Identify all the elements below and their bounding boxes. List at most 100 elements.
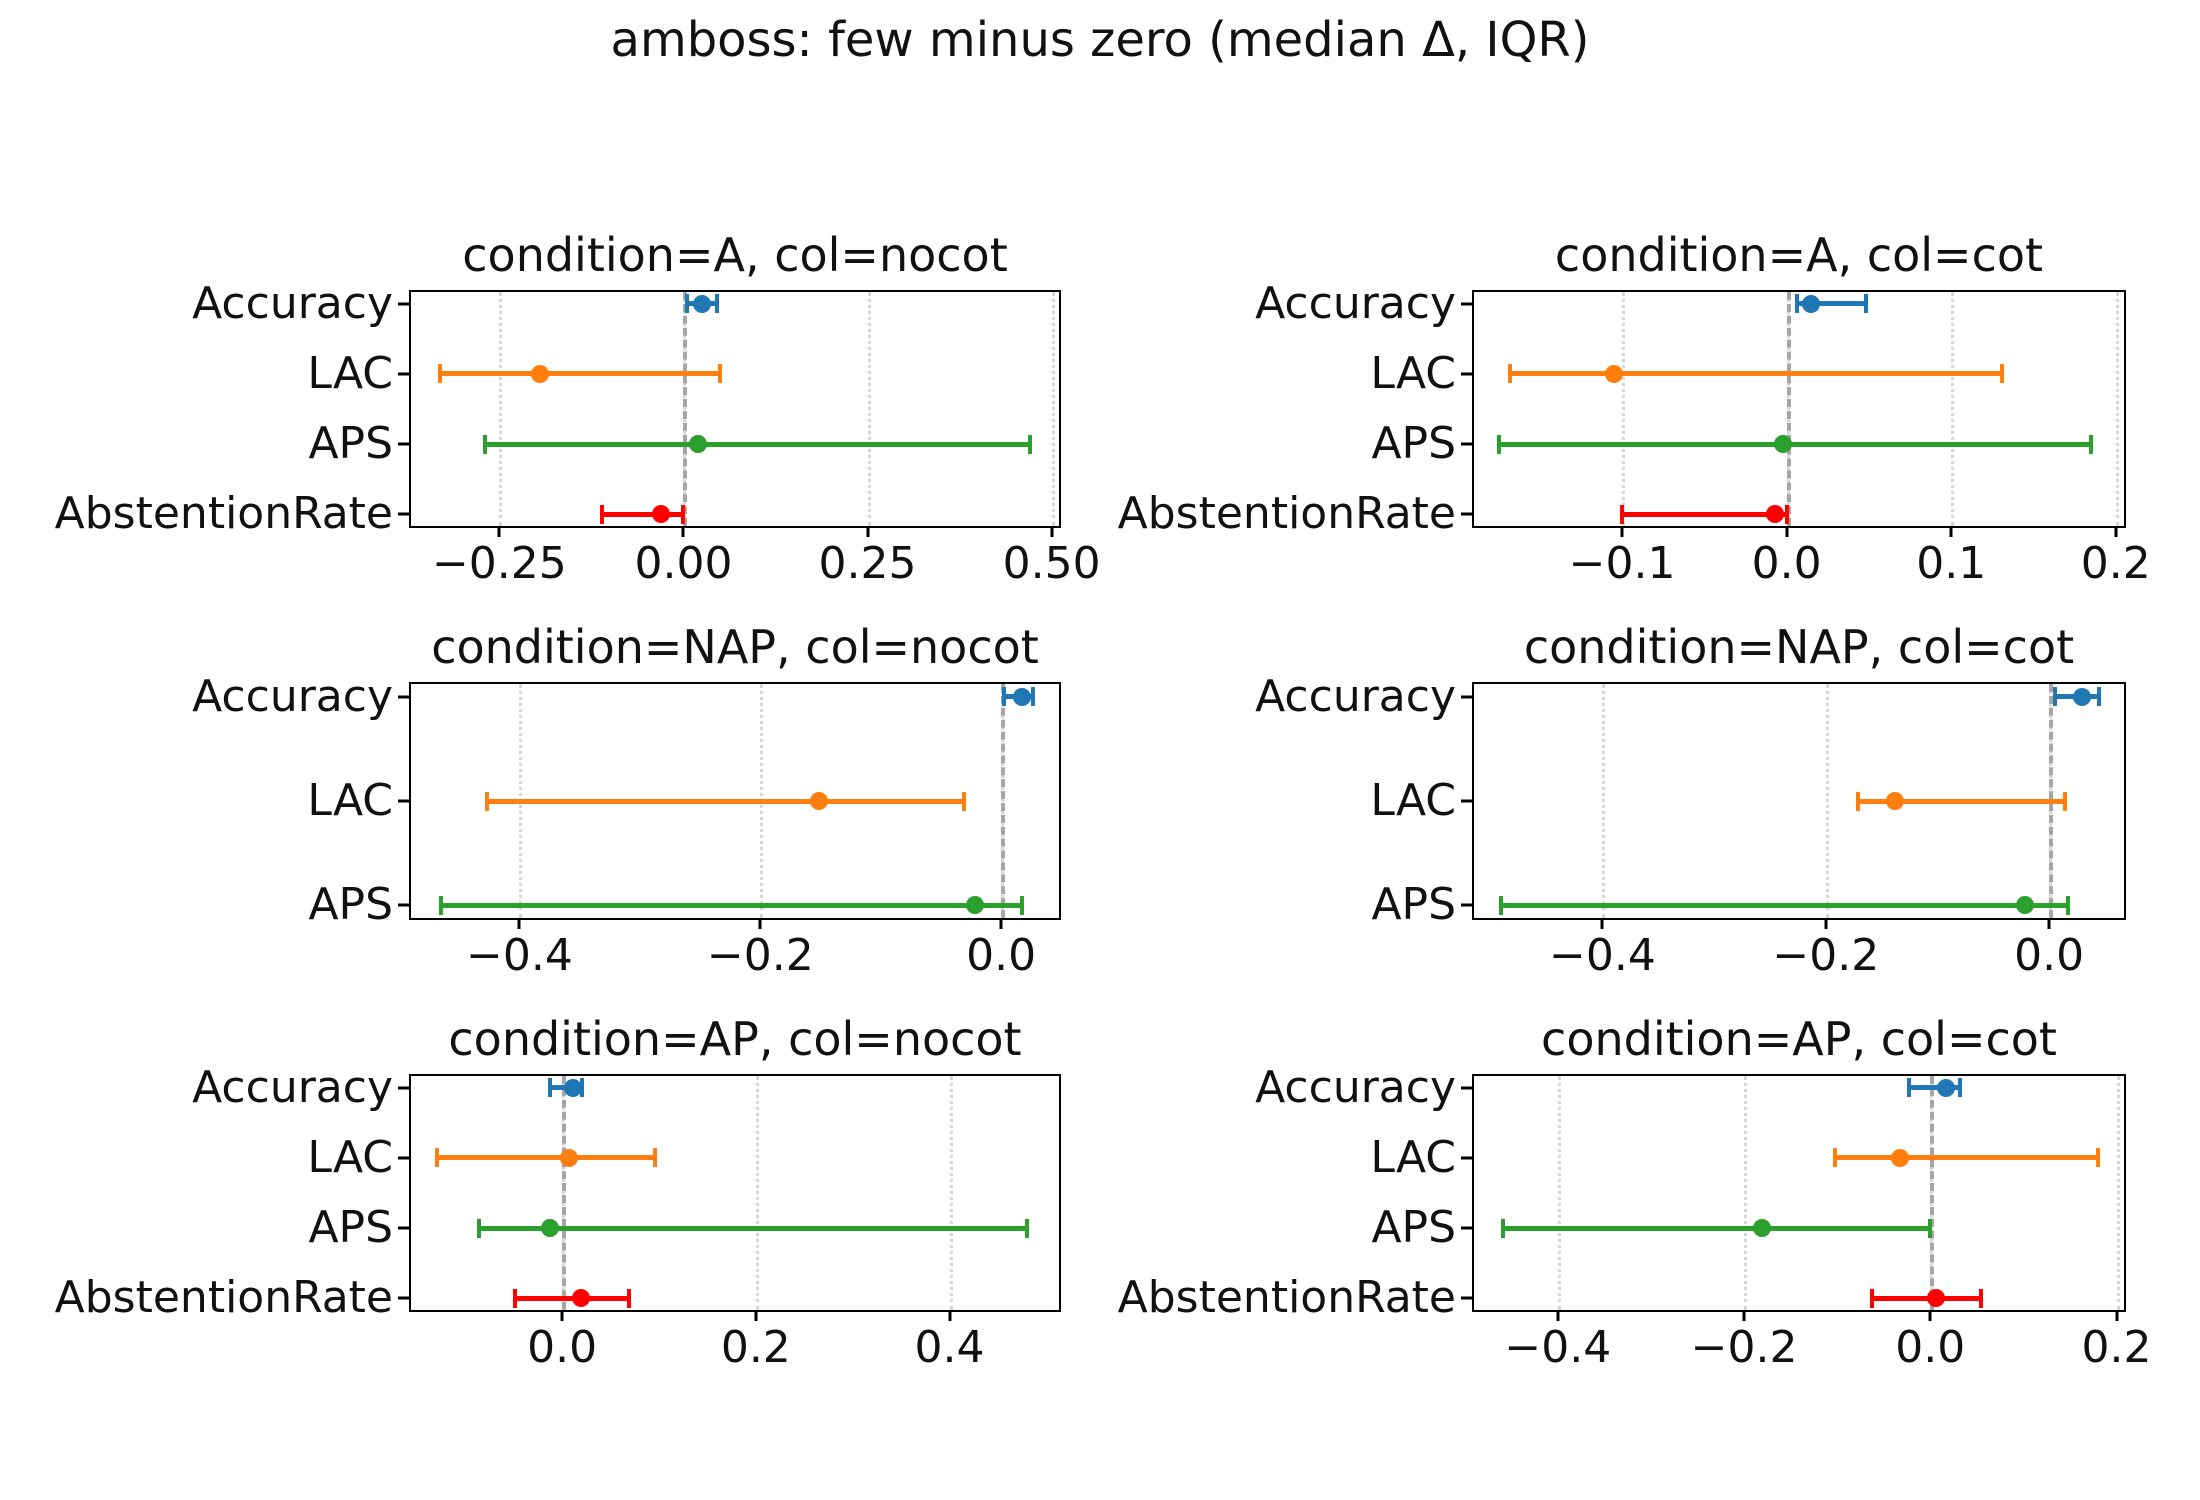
errorbar-line bbox=[440, 371, 721, 377]
errorbar-line bbox=[602, 511, 684, 517]
y-tick-mark bbox=[398, 903, 409, 907]
errorbar-line bbox=[437, 1155, 656, 1161]
subplot-title: condition=AP, col=cot bbox=[1541, 1012, 2057, 1066]
y-category-label: AbstentionRate bbox=[54, 488, 393, 540]
median-marker bbox=[540, 1219, 559, 1238]
y-tick-mark bbox=[1461, 903, 1472, 907]
median-marker bbox=[1766, 505, 1785, 524]
x-tick-label: 0.4 bbox=[914, 1322, 985, 1373]
grid-line bbox=[1744, 1076, 1748, 1310]
x-tick-mark bbox=[497, 526, 501, 537]
errorbar-line bbox=[1858, 798, 2065, 804]
x-tick-mark bbox=[1620, 526, 1624, 537]
errorbar-line bbox=[486, 798, 964, 804]
y-tick-mark bbox=[398, 799, 409, 803]
grid-line bbox=[1602, 684, 1606, 918]
errorbar-cap-low bbox=[1500, 1218, 1505, 1238]
errorbar-cap-high bbox=[2089, 434, 2094, 454]
y-category-label: LAC bbox=[307, 1131, 393, 1183]
y-category-label: APS bbox=[1371, 1202, 1456, 1254]
x-tick-label: 0.0 bbox=[2014, 930, 2085, 981]
errorbar-cap-high bbox=[2097, 687, 2102, 707]
errorbar-cap-low bbox=[1620, 504, 1625, 524]
errorbar-line bbox=[1498, 441, 2092, 447]
errorbar-cap-low bbox=[484, 791, 489, 811]
y-tick-mark bbox=[1461, 372, 1472, 376]
x-tick-label: −0.2 bbox=[706, 930, 814, 981]
errorbar-cap-high bbox=[580, 1078, 585, 1098]
errorbar-line bbox=[1500, 902, 2069, 908]
x-tick-label: −0.4 bbox=[1549, 930, 1656, 981]
errorbar-cap-high bbox=[1030, 687, 1035, 707]
errorbar-cap-high bbox=[2066, 895, 2071, 915]
zero-reference-line bbox=[1930, 1076, 1935, 1310]
x-tick-mark bbox=[1600, 918, 1604, 929]
y-tick-mark bbox=[398, 372, 409, 376]
median-marker bbox=[572, 1289, 591, 1308]
subplot-title: condition=AP, col=nocot bbox=[448, 1012, 1022, 1066]
y-tick-mark bbox=[398, 512, 409, 516]
x-tick-label: 0.1 bbox=[1916, 538, 1987, 589]
y-category-label: LAC bbox=[1370, 347, 1456, 399]
y-tick-mark bbox=[1461, 1226, 1472, 1230]
y-category-label: APS bbox=[308, 1202, 393, 1254]
errorbar-cap-high bbox=[681, 504, 686, 524]
x-tick-label: 0.25 bbox=[818, 538, 917, 589]
errorbar-cap-low bbox=[600, 504, 605, 524]
errorbar-cap-low bbox=[685, 294, 690, 314]
median-marker bbox=[689, 435, 708, 454]
median-marker bbox=[559, 1148, 578, 1167]
y-tick-mark bbox=[1461, 695, 1472, 699]
y-category-label: AbstentionRate bbox=[1117, 488, 1456, 540]
x-tick-label: −0.4 bbox=[465, 930, 573, 981]
subplot-title: condition=A, col=nocot bbox=[462, 228, 1008, 282]
median-marker bbox=[652, 505, 671, 524]
errorbar-line bbox=[514, 1295, 629, 1301]
x-tick-label: 0.0 bbox=[527, 1322, 598, 1373]
x-tick-mark bbox=[1949, 526, 1953, 537]
x-tick-label: 0.0 bbox=[1751, 538, 1822, 589]
median-marker bbox=[810, 792, 829, 810]
plot-area: condition=NAP, col=cot −0.4 −0.2 0.0 Accurac… bbox=[1255, 620, 2126, 978]
errorbar-cap-low bbox=[476, 1218, 481, 1238]
y-tick-mark bbox=[398, 302, 409, 306]
errorbar-cap-low bbox=[1001, 687, 1006, 707]
errorbar-cap-high bbox=[714, 294, 719, 314]
median-marker bbox=[1926, 1289, 1945, 1308]
errorbar-cap-low bbox=[1906, 1078, 1911, 1098]
y-category-label: Accuracy bbox=[192, 1061, 393, 1113]
zero-reference-line bbox=[562, 1076, 567, 1310]
errorbar-line bbox=[1796, 301, 1866, 307]
median-marker bbox=[1802, 294, 1821, 313]
x-tick-label: 0.00 bbox=[634, 538, 733, 589]
errorbar-cap-high bbox=[2095, 1148, 2100, 1168]
y-category-label: APS bbox=[308, 879, 393, 931]
errorbar-cap-high bbox=[653, 1148, 658, 1168]
errorbar-cap-low bbox=[512, 1288, 517, 1308]
errorbar-line bbox=[1510, 371, 2003, 377]
errorbar-cap-high bbox=[1784, 504, 1789, 524]
errorbar-cap-low bbox=[1496, 434, 1501, 454]
errorbar-line bbox=[1871, 1295, 1981, 1301]
x-tick-label: 0.2 bbox=[720, 1322, 791, 1373]
errorbar-cap-high bbox=[1978, 1288, 1983, 1308]
x-tick-mark bbox=[2115, 1310, 2119, 1321]
median-marker bbox=[1604, 364, 1623, 383]
errorbar-cap-low bbox=[1833, 1148, 1838, 1168]
zero-reference-line bbox=[1786, 292, 1791, 526]
y-tick-mark bbox=[1461, 1296, 1472, 1300]
y-tick-mark bbox=[398, 442, 409, 446]
y-tick-mark bbox=[1461, 799, 1472, 803]
y-category-label: LAC bbox=[1370, 1131, 1456, 1183]
zero-reference-line bbox=[683, 292, 688, 526]
median-marker bbox=[965, 896, 984, 915]
median-marker bbox=[563, 1078, 582, 1097]
zero-reference-line bbox=[1001, 684, 1006, 918]
x-tick-label: 0.2 bbox=[2081, 1322, 2152, 1373]
errorbar-cap-low bbox=[435, 1148, 440, 1168]
y-category-label: LAC bbox=[307, 775, 393, 826]
median-marker bbox=[1886, 792, 1905, 810]
errorbar-line bbox=[1622, 511, 1787, 517]
errorbar-cap-low bbox=[439, 895, 444, 915]
